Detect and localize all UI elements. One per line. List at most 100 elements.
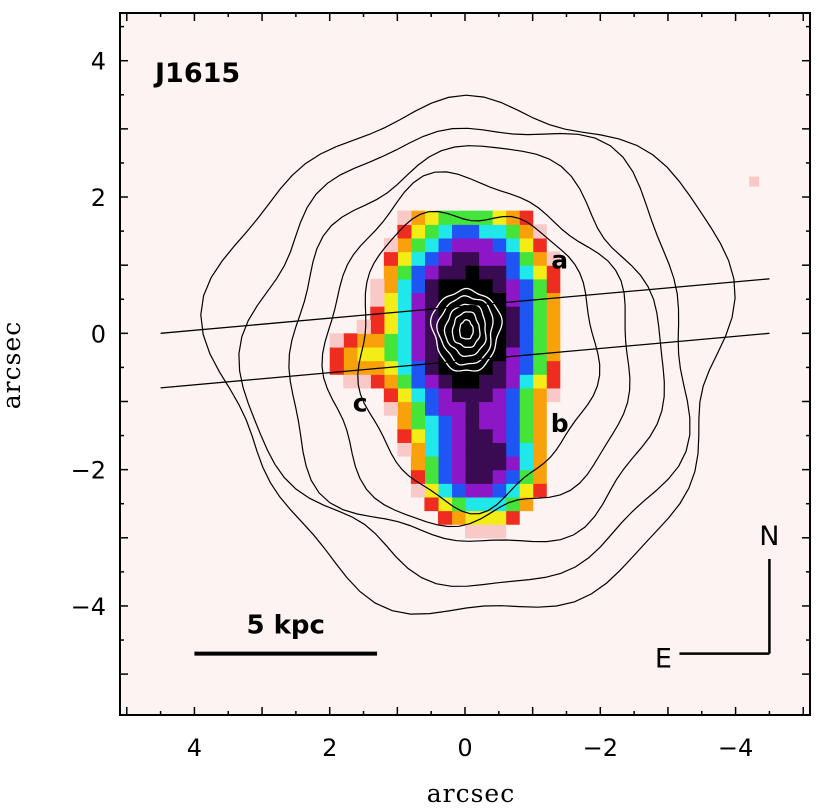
map-pixel — [437, 237, 453, 253]
map-pixel — [478, 374, 493, 389]
map-pixel — [492, 415, 507, 430]
map-pixel — [370, 319, 385, 334]
map-pixel — [546, 360, 561, 375]
map-pixel — [478, 401, 493, 416]
map-pixel — [519, 374, 534, 389]
map-pixel — [370, 306, 385, 321]
map-pixel — [505, 306, 520, 321]
map-pixel — [478, 483, 493, 498]
map-pixel — [424, 346, 439, 362]
map-pixel — [492, 496, 507, 512]
map-pixel — [546, 306, 561, 321]
map-pixel — [451, 360, 466, 375]
map-pixel — [410, 483, 426, 498]
map-pixel — [397, 428, 412, 443]
map-pixel — [437, 346, 453, 362]
map-pixel — [532, 442, 547, 457]
map-pixel — [465, 415, 480, 430]
map-pixel — [546, 265, 561, 280]
map-pixel — [451, 251, 466, 266]
map-pixel — [546, 374, 561, 389]
map-pixel — [519, 415, 534, 430]
map-pixel — [451, 442, 466, 457]
map-pixel — [356, 374, 371, 389]
map-pixel — [410, 360, 426, 375]
map-pixel — [505, 483, 520, 498]
slit-line — [160, 278, 770, 334]
map-pixel — [370, 333, 385, 348]
map-pixel — [478, 224, 493, 239]
map-pixel — [505, 456, 520, 471]
map-pixel — [424, 442, 439, 457]
y-tick-label: −4 — [71, 593, 106, 621]
axis-ticks: 4 2 0 −2 −4 4 2 0 −2 −4 — [71, 13, 810, 762]
map-pixel — [397, 306, 412, 321]
y-tick-label: 4 — [91, 48, 106, 76]
map-pixel — [492, 374, 507, 389]
map-pixel — [451, 224, 466, 239]
component-label-c: c — [353, 389, 368, 418]
map-pixel — [492, 401, 507, 416]
map-pixel — [424, 415, 439, 430]
map-pixel — [519, 360, 534, 375]
map-pixel — [532, 401, 547, 416]
x-tick-label: −4 — [718, 734, 753, 762]
map-pixel — [546, 387, 561, 403]
map-pixel — [478, 415, 493, 430]
map-pixel — [505, 210, 520, 225]
map-pixel — [478, 524, 493, 539]
map-pixel — [410, 292, 426, 307]
map-pixel — [410, 237, 426, 253]
map-pixel — [532, 360, 547, 375]
slit-line — [160, 332, 770, 389]
map-pixel — [424, 428, 439, 443]
map-pixel — [410, 374, 426, 389]
map-pixel — [519, 387, 534, 403]
inner-contour-line — [458, 319, 474, 340]
map-pixel — [410, 210, 426, 225]
map-pixel — [437, 510, 453, 525]
map-pixel — [410, 278, 426, 294]
y-axis-title: arcsec — [0, 321, 26, 409]
map-pixel — [519, 237, 534, 253]
map-pixel — [519, 292, 534, 307]
y-tick-label: 0 — [91, 320, 106, 348]
map-pixel — [383, 374, 398, 389]
map-pixel — [532, 469, 547, 484]
map-pixel — [492, 360, 507, 375]
map-pixel — [505, 346, 520, 362]
map-pixel — [410, 251, 426, 266]
map-pixel — [397, 415, 412, 430]
map-pixel — [437, 496, 453, 512]
map-pixel — [532, 428, 547, 443]
map-pixel — [465, 346, 480, 362]
map-pixel — [505, 510, 520, 525]
map-pixel — [437, 469, 453, 484]
chart-title: J1615 — [153, 58, 240, 89]
map-pixel — [532, 319, 547, 334]
map-pixel — [505, 428, 520, 443]
map-pixel — [451, 401, 466, 416]
inner-contour-line — [443, 303, 487, 358]
map-pixel — [465, 387, 480, 403]
compass-north-label: N — [759, 521, 779, 552]
map-pixel — [437, 374, 453, 389]
map-pixel — [492, 442, 507, 457]
map-pixel — [424, 469, 439, 484]
map-pixel — [505, 374, 520, 389]
map-pixel — [505, 442, 520, 457]
map-pixel — [437, 265, 453, 280]
y-tick-label: −2 — [71, 457, 106, 485]
map-pixel — [519, 265, 534, 280]
map-pixel — [505, 224, 520, 239]
map-pixel — [478, 442, 493, 457]
map-pixel — [424, 265, 439, 280]
map-pixel — [532, 387, 547, 403]
map-pixel — [437, 483, 453, 498]
map-pixel — [451, 428, 466, 443]
map-pixel — [437, 360, 453, 375]
component-label-a: a — [551, 246, 568, 275]
map-pixel — [424, 292, 439, 307]
map-pixel — [478, 360, 493, 375]
map-pixel — [505, 387, 520, 403]
